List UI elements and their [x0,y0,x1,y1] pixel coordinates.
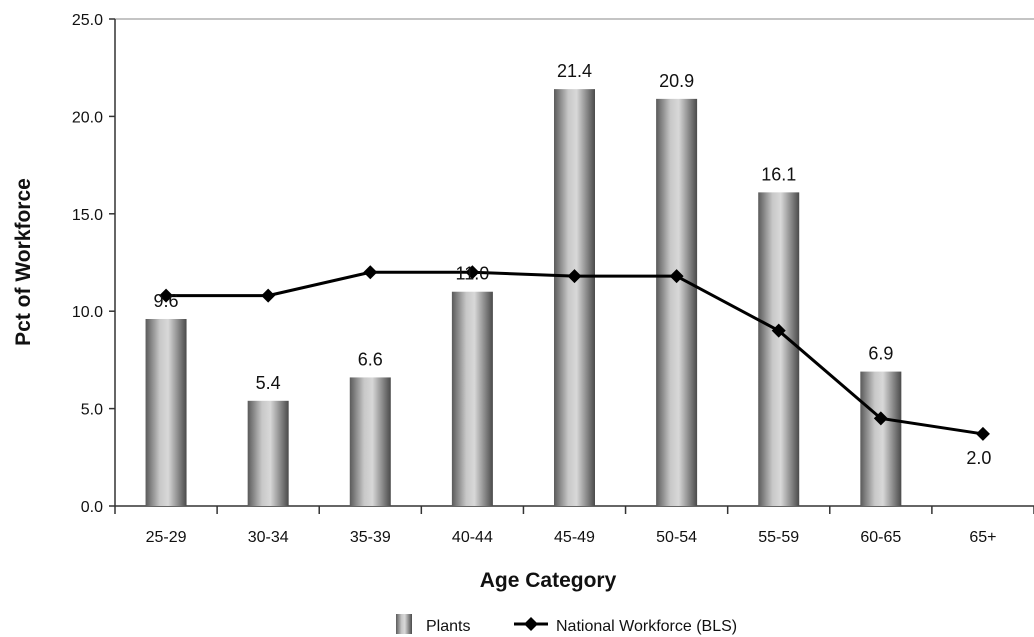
y-tick-label: 0.0 [81,499,103,516]
bls-point-60-65 [873,411,888,426]
legend-marker-bls [524,617,538,631]
y-tick-label: 20.0 [72,109,103,126]
bar-value-label: 21.4 [557,61,592,81]
y-axis-title: Pct of Workforce [12,178,35,346]
bar-value-label: 20.9 [659,71,694,91]
bls-point-55-59 [771,323,786,338]
y-tick-label: 10.0 [72,304,103,321]
bar-60-65 [860,371,902,506]
bls-point-35-39 [363,265,378,280]
bar-value-label: 6.6 [358,349,383,369]
legend-swatch-plants [396,614,412,634]
x-tick-label: 45-49 [554,529,595,546]
x-tick-label: 40-44 [452,529,493,546]
bls-point-50-54 [669,269,684,284]
x-tick-label: 55-59 [758,529,799,546]
bar-value-label: 5.4 [256,373,281,393]
bar-25-29 [145,318,187,506]
bar-value-label: 16.1 [761,164,796,184]
data-labels: 9.6 5.4 6.6 11.0 21.4 20.9 16.1 6.9 2.0 [154,61,992,468]
bls-point-45-49 [567,269,582,284]
bar-50-54 [656,98,698,507]
x-tick-label: 30-34 [248,529,289,546]
y-tick-label: 5.0 [81,402,103,419]
bar-35-39 [349,377,391,506]
legend: Plants National Workforce (BLS) [396,614,737,635]
x-axis-title: Age Category [480,569,617,592]
bars [145,89,902,507]
bar-55-59 [758,192,800,506]
bar-40-44 [451,291,493,506]
bls-point-30-34 [261,288,276,303]
bls-point-65+ [975,426,990,441]
x-axis: 25-29 30-34 35-39 40-44 45-49 50-54 55-59 60-65… [114,505,1034,546]
y-tick-label: 15.0 [72,207,103,224]
bar-value-label: 11.0 [456,264,490,284]
line-value-label: 2.0 [966,448,991,468]
x-tick-label: 25-29 [146,529,187,546]
bar-30-34 [247,400,289,506]
y-axis: 0.0 5.0 10.0 15.0 20.0 25.0 [72,12,116,516]
x-tick-label: 50-54 [656,529,697,546]
bar-value-label: 9.6 [154,291,179,311]
bls-point-40-44 [465,265,480,280]
bls-point-25-29 [159,288,174,303]
line-series [159,265,990,441]
bar-45-49 [554,89,595,507]
legend-label-plants: Plants [426,618,470,635]
x-tick-label: 35-39 [350,529,391,546]
bar-value-label: 6.9 [868,344,893,364]
x-tick-label: 60-65 [860,529,901,546]
y-tick-label: 25.0 [72,12,103,29]
x-tick-label: 65+ [969,529,996,546]
legend-label-bls: National Workforce (BLS) [556,618,737,635]
